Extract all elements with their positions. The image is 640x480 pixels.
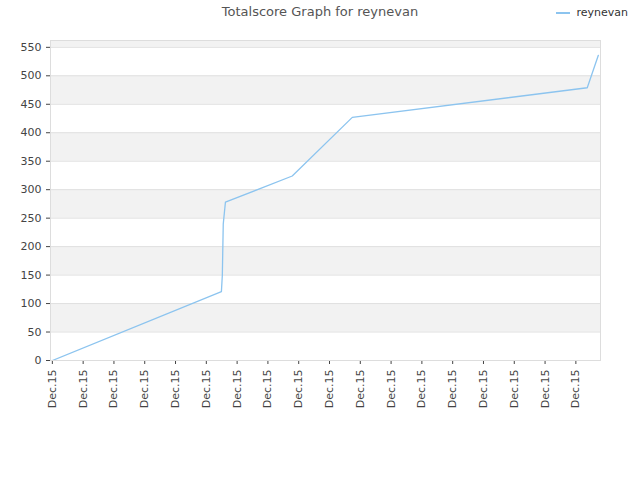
svg-text:Dec.15: Dec.15 <box>200 370 213 409</box>
html-text:reynevan: reynevan <box>576 6 628 19</box>
svg-text:400: 400 <box>21 126 42 139</box>
svg-text:500: 500 <box>21 69 42 82</box>
svg-text:Dec.15: Dec.15 <box>354 370 367 409</box>
svg-text:Dec.15: Dec.15 <box>385 370 398 409</box>
svg-text:550: 550 <box>21 41 42 54</box>
svg-text:Dec.15: Dec.15 <box>415 370 428 409</box>
svg-text:Dec.15: Dec.15 <box>261 370 274 409</box>
html-text:Totalscore Graph for reynevan: Totalscore Graph for reynevan <box>221 4 419 19</box>
svg-text:300: 300 <box>21 183 42 196</box>
svg-text:Dec.15: Dec.15 <box>323 370 336 409</box>
svg-text:100: 100 <box>21 297 42 310</box>
svg-text:0: 0 <box>35 354 42 367</box>
svg-text:Dec.15: Dec.15 <box>539 370 552 409</box>
svg-text:50: 50 <box>28 326 42 339</box>
svg-text:150: 150 <box>21 269 42 282</box>
svg-text:350: 350 <box>21 155 42 168</box>
svg-text:200: 200 <box>21 240 42 253</box>
svg-text:Dec.15: Dec.15 <box>231 370 244 409</box>
svg-text:Dec.15: Dec.15 <box>46 370 59 409</box>
svg-text:Dec.15: Dec.15 <box>107 370 120 409</box>
svg-text:Dec.15: Dec.15 <box>77 370 90 409</box>
svg-text:Dec.15: Dec.15 <box>169 370 182 409</box>
svg-text:450: 450 <box>21 98 42 111</box>
svg-text:250: 250 <box>21 212 42 225</box>
svg-text:Dec.15: Dec.15 <box>508 370 521 409</box>
svg-text:Dec.15: Dec.15 <box>569 370 582 409</box>
svg-text:Dec.15: Dec.15 <box>446 370 459 409</box>
svg-text:Dec.15: Dec.15 <box>292 370 305 409</box>
svg-text:Dec.15: Dec.15 <box>477 370 490 409</box>
svg-text:Dec.15: Dec.15 <box>138 370 151 409</box>
